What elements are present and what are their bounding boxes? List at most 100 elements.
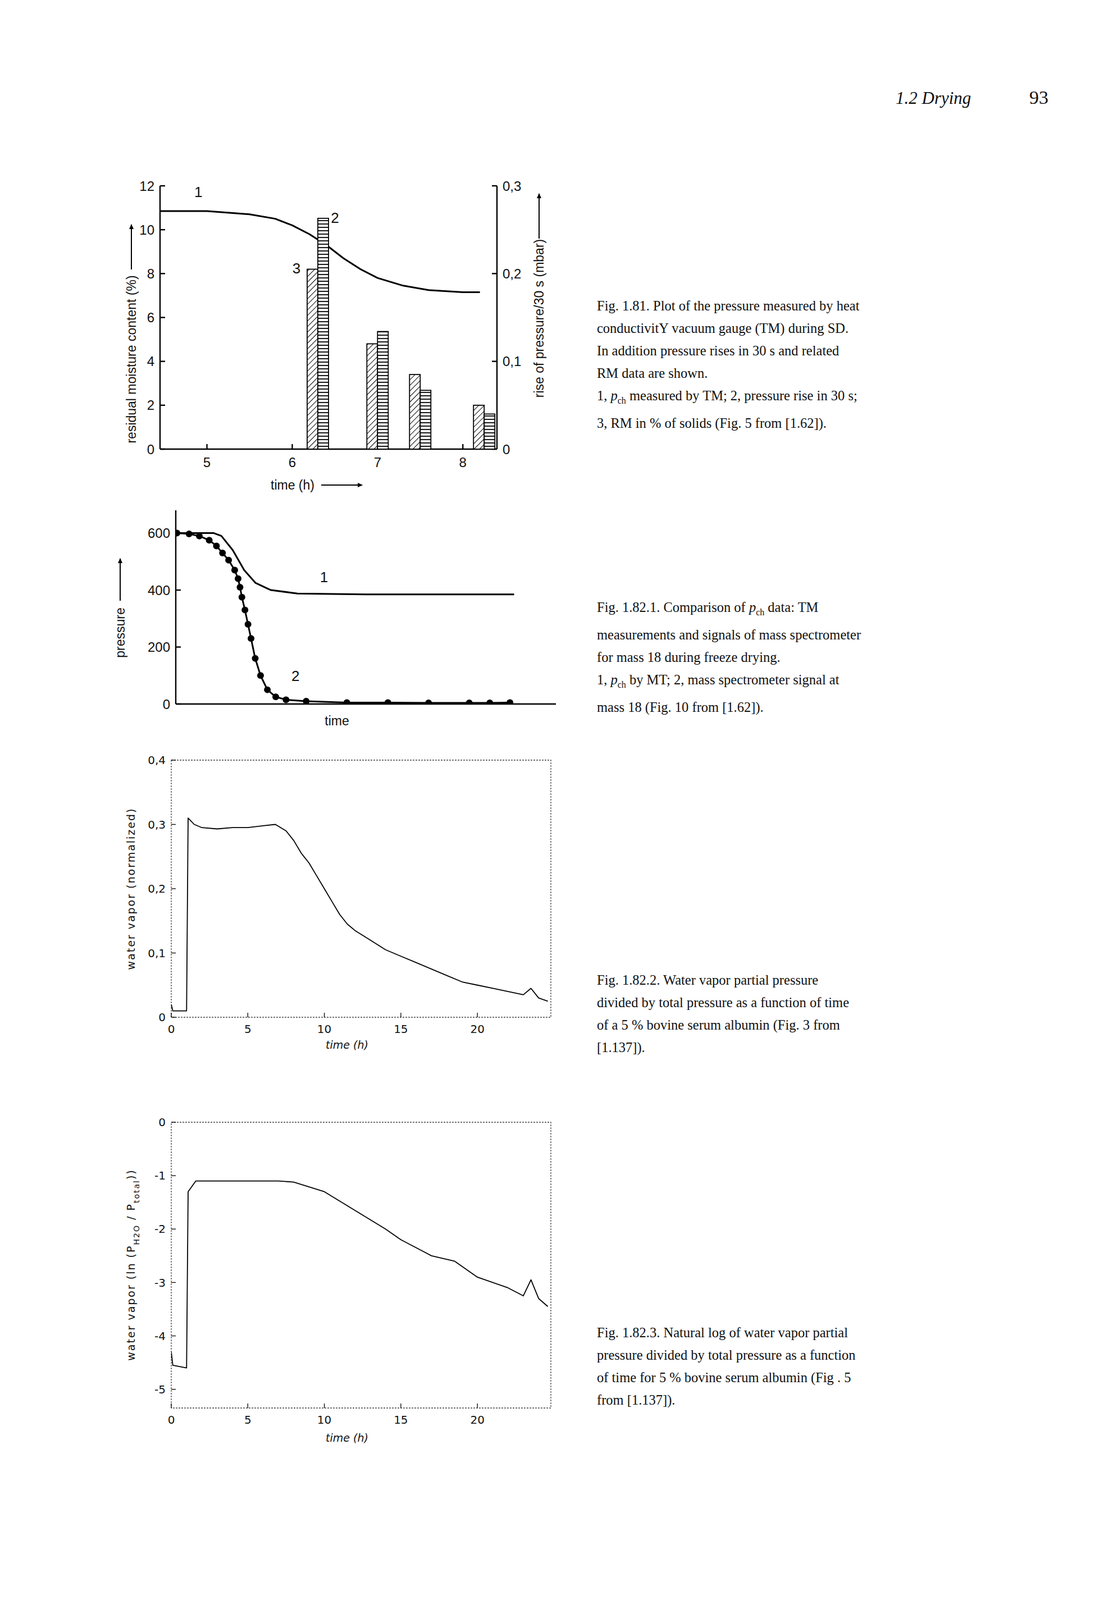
- y-tick-label: 600: [147, 525, 171, 541]
- marker: [506, 699, 514, 705]
- marker: [219, 549, 226, 557]
- caption: Fig. 1.81. Plot of the pressure measured…: [596, 294, 862, 435]
- marker: [425, 699, 432, 705]
- caption: Fig. 1.82.1. Comparison of pch data: TM …: [596, 596, 862, 719]
- chart: 0510152000,10,20,30,4time (h)water vapor…: [124, 753, 551, 1052]
- annotation: 1: [320, 568, 328, 586]
- x-tick: [291, 444, 293, 450]
- subscript: ch: [617, 395, 627, 406]
- y-tick-label: 12: [139, 178, 155, 194]
- axis-arrow: [321, 484, 363, 486]
- y2-axis-label: rise of pressure/30 s (mbar): [531, 239, 547, 398]
- y-tick: [160, 316, 166, 318]
- bar: [307, 269, 318, 450]
- symbol: p: [610, 672, 618, 688]
- y-tick: [160, 229, 166, 231]
- marker: [175, 530, 181, 537]
- y-tick: [175, 646, 181, 648]
- x-tick-label: 5: [244, 1413, 252, 1427]
- y-tick: [160, 185, 166, 187]
- marker: [195, 532, 203, 540]
- y-tick-label: 6: [147, 309, 155, 326]
- caption-paragraph: Fig. 1.82.3. Natural log of water vapor …: [596, 1321, 862, 1412]
- caption-paragraph: Fig. 1.81. Plot of the pressure measured…: [596, 294, 862, 385]
- y-tick-label: 0: [147, 441, 155, 458]
- caption-paragraph: Fig. 1.82.1. Comparison of pch data: TM …: [596, 596, 862, 669]
- y-tick-label: 0,1: [147, 946, 166, 961]
- x-tick: [400, 1403, 401, 1409]
- x-axis-label: time (h): [325, 1431, 369, 1445]
- caption-paragraph: 1, pch measured by TM; 2, pressure rise …: [596, 384, 862, 435]
- y-tick-label: 0,2: [147, 882, 166, 896]
- x-tick-label: 15: [393, 1413, 408, 1427]
- subscript: total: [131, 1179, 141, 1204]
- y-tick-label: 0: [158, 1115, 166, 1130]
- annotation: 2: [330, 209, 339, 227]
- x-tick-label: 5: [203, 454, 211, 471]
- y-tick: [160, 360, 166, 362]
- marker: [251, 655, 259, 663]
- marker: [206, 536, 213, 544]
- line: [171, 818, 549, 1012]
- x-tick: [324, 1013, 325, 1018]
- y-tick: [160, 272, 166, 275]
- subscript: ch: [755, 607, 765, 618]
- y-axis-label: residual moisture content (%): [124, 275, 139, 444]
- chart: 567802468101200,10,20,3123time (h)residu…: [124, 178, 547, 493]
- x-tick-label: 10: [317, 1022, 332, 1037]
- x-tick: [477, 1403, 478, 1409]
- y-tick: [171, 952, 176, 954]
- bar: [317, 218, 329, 450]
- plot-frame: [171, 760, 551, 1018]
- plot-frame: [171, 1122, 551, 1409]
- line: [175, 533, 515, 595]
- marker: [257, 672, 264, 679]
- y-tick-label: 4: [147, 353, 155, 369]
- y-tick: [171, 1389, 176, 1390]
- bar: [409, 374, 421, 450]
- y-tick: [171, 824, 176, 825]
- axis-arrow: [130, 224, 132, 270]
- chart: 051015200-1-2-3-4-5time (h)water vapor (…: [124, 1115, 551, 1445]
- plot-data: [160, 211, 495, 450]
- y-tick-label: 200: [147, 639, 171, 655]
- marker: [302, 697, 310, 705]
- y-tick-label: 10: [139, 222, 155, 238]
- y-axis-label: water vapor (ln (PH2O / Ptotal)): [124, 1169, 141, 1362]
- marker: [486, 699, 494, 705]
- y-tick: [171, 888, 176, 889]
- x-tick: [462, 444, 464, 450]
- x-tick: [170, 1403, 172, 1409]
- y-tick: [160, 448, 166, 450]
- x-tick-label: 6: [288, 454, 296, 471]
- x-tick-label: 7: [373, 454, 382, 471]
- axis-arrow: [119, 558, 121, 601]
- y-tick: [171, 1121, 176, 1123]
- plot-data: [171, 1181, 549, 1369]
- marker: [263, 686, 271, 694]
- y-tick-label: 400: [147, 582, 171, 599]
- x-axis-label: time (h): [270, 477, 315, 493]
- marker: [238, 594, 246, 601]
- y-tick-label: 8: [147, 266, 155, 282]
- y2-tick-label: 0: [502, 441, 510, 458]
- text-run: P: [124, 1245, 138, 1253]
- plot-data: [171, 818, 549, 1012]
- marker: [236, 584, 244, 591]
- marker: [282, 696, 290, 704]
- caption: Fig. 1.82.2. Water vapor partial pressur…: [596, 969, 862, 1060]
- y-tick-label: -1: [154, 1169, 166, 1183]
- y-tick: [171, 1229, 176, 1230]
- annotation: 1: [194, 183, 203, 201]
- plot-data: [175, 530, 515, 705]
- figures: 1.2 Drying93567802468101200,10,20,3123ti…: [0, 0, 1095, 1600]
- symbol: p: [610, 388, 618, 404]
- marker: [244, 621, 252, 628]
- y-tick: [160, 404, 166, 406]
- page-number: 93: [1029, 87, 1049, 108]
- marker: [212, 542, 220, 550]
- y-tick-label: 0: [158, 1010, 166, 1025]
- y-tick: [175, 703, 181, 705]
- y2-tick: [491, 185, 497, 187]
- caption-text: Fig. 1.82.2. Water vapor partial pressur…: [596, 972, 850, 1056]
